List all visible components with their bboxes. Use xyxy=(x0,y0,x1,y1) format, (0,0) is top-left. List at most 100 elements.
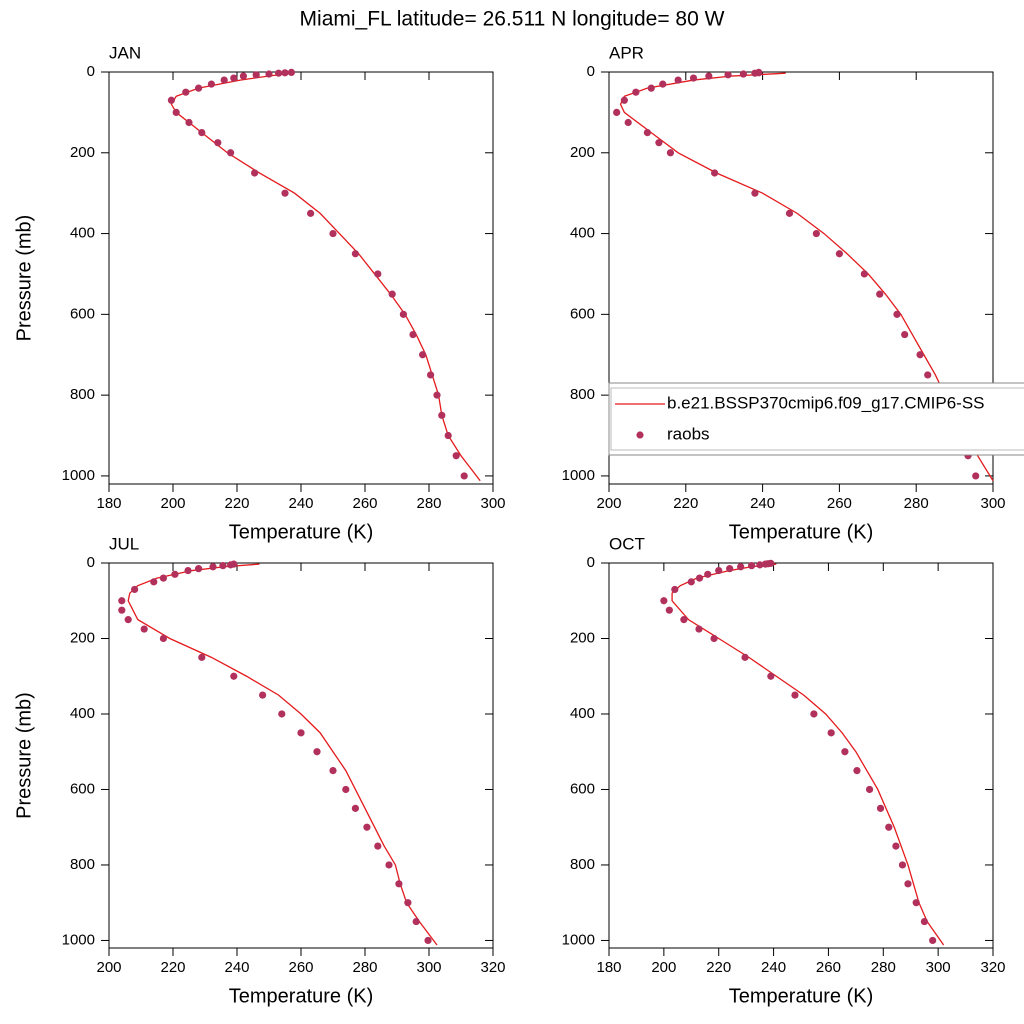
y-tick-label: 1000 xyxy=(562,467,595,484)
obs-point xyxy=(666,149,675,157)
y-tick-label: 400 xyxy=(70,225,95,242)
obs-point xyxy=(278,710,286,718)
x-axis-label: Temperature (K) xyxy=(229,985,374,1007)
x-tick-label: 200 xyxy=(160,495,185,512)
obs-point xyxy=(785,209,794,217)
y-tick-label: 200 xyxy=(570,144,595,161)
obs-point xyxy=(329,766,337,775)
obs-point xyxy=(150,578,158,586)
obs-point xyxy=(756,561,764,569)
obs-point xyxy=(613,108,621,116)
obs-point xyxy=(239,72,247,80)
plot-frame xyxy=(608,71,994,485)
obs-point xyxy=(865,785,874,794)
obs-point xyxy=(342,785,350,794)
obs-point xyxy=(281,189,289,197)
legend-box xyxy=(608,382,1024,456)
y-tick-label: 800 xyxy=(70,856,95,873)
obs-point xyxy=(207,80,215,88)
x-axis-label: Temperature (K) xyxy=(229,521,374,543)
obs-point xyxy=(767,672,775,680)
obs-point xyxy=(632,88,640,96)
y-tick-label: 800 xyxy=(70,386,95,403)
obs-point xyxy=(767,559,775,567)
obs-point xyxy=(219,562,227,570)
obs-point xyxy=(195,565,203,573)
obs-point xyxy=(924,371,932,379)
y-tick-label: 0 xyxy=(87,554,95,571)
obs-point xyxy=(929,936,937,945)
y-tick-label: 0 xyxy=(587,63,595,80)
obs-point xyxy=(898,861,907,869)
obs-point xyxy=(901,330,909,339)
obs-point xyxy=(835,250,844,258)
x-tick-label: 260 xyxy=(352,495,377,512)
obs-point xyxy=(388,290,396,298)
obs-point xyxy=(438,411,446,419)
obs-point xyxy=(748,562,756,570)
legend-box-inner xyxy=(610,387,1024,451)
legend-marker xyxy=(636,431,644,439)
obs-point xyxy=(916,351,924,359)
x-tick-label: 240 xyxy=(750,495,775,512)
obs-point xyxy=(424,936,432,945)
obs-point xyxy=(665,606,673,614)
obs-point xyxy=(251,169,259,177)
obs-point xyxy=(680,616,688,624)
obs-point xyxy=(655,139,663,147)
obs-point xyxy=(853,766,861,775)
model-line xyxy=(170,72,481,482)
obs-point xyxy=(674,76,682,84)
obs-point xyxy=(140,625,148,633)
obs-point xyxy=(460,472,468,480)
x-tick-label: 240 xyxy=(288,495,313,512)
obs-point xyxy=(287,68,295,77)
obs-point xyxy=(209,563,217,571)
obs-point xyxy=(827,729,835,737)
obs-point xyxy=(307,209,315,217)
obs-point xyxy=(704,570,712,578)
x-tick-label: 320 xyxy=(980,959,1005,976)
x-tick-label: 240 xyxy=(761,959,786,976)
obs-point xyxy=(711,169,719,177)
obs-point xyxy=(912,899,920,907)
obs-point xyxy=(791,691,799,699)
obs-point xyxy=(687,578,695,586)
obs-point xyxy=(972,472,980,480)
x-axis-label: Temperature (K) xyxy=(729,521,874,543)
obs-point xyxy=(124,616,132,624)
y-tick-label: 1000 xyxy=(62,931,95,948)
y-tick-label: 800 xyxy=(570,856,595,873)
x-tick-label: 300 xyxy=(416,959,441,976)
obs-point xyxy=(710,634,718,643)
obs-point xyxy=(695,625,703,633)
x-tick-label: 300 xyxy=(980,495,1005,512)
obs-point xyxy=(230,672,238,680)
obs-point xyxy=(363,823,371,831)
y-axis-label: Pressure (mb) xyxy=(13,215,35,342)
obs-point xyxy=(185,118,193,127)
obs-point xyxy=(399,310,407,318)
obs-point xyxy=(695,574,704,582)
obs-point xyxy=(252,71,260,79)
obs-point xyxy=(220,76,228,84)
obs-point xyxy=(118,606,126,614)
obs-point xyxy=(452,452,460,460)
panel-title: JUL xyxy=(109,534,139,553)
x-tick-label: 280 xyxy=(352,959,377,976)
obs-point xyxy=(620,96,628,104)
obs-point xyxy=(860,270,868,278)
x-axis-label: Temperature (K) xyxy=(729,985,874,1007)
x-tick-label: 220 xyxy=(160,959,185,976)
obs-point xyxy=(643,128,652,137)
plot-frame xyxy=(108,562,494,949)
obs-point xyxy=(409,330,417,339)
y-tick-label: 600 xyxy=(70,305,95,322)
obs-point xyxy=(259,691,267,699)
obs-point xyxy=(660,597,668,605)
x-tick-label: 200 xyxy=(651,959,676,976)
x-tick-label: 200 xyxy=(96,959,121,976)
x-tick-label: 280 xyxy=(416,495,441,512)
model-line xyxy=(671,563,945,946)
